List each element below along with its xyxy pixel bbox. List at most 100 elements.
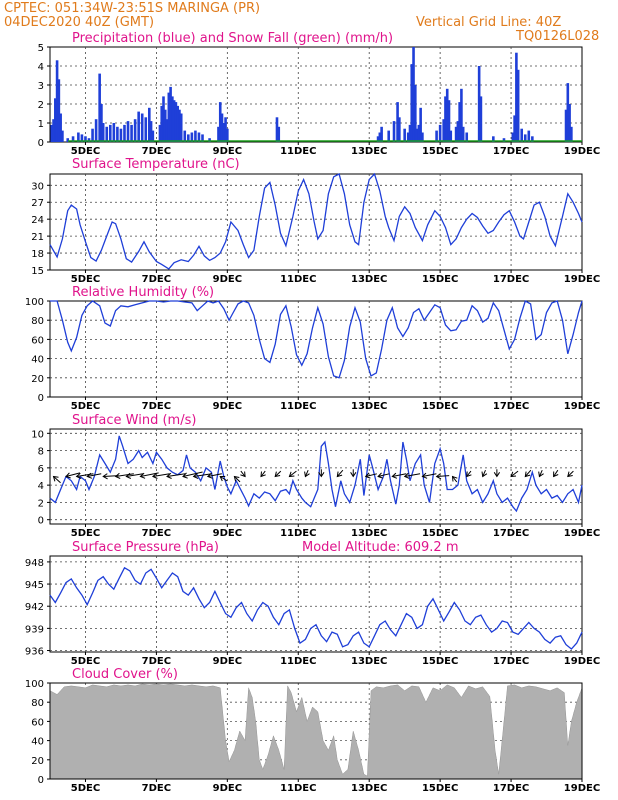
precip-y-tick-label: 2	[38, 100, 44, 111]
wind-vector-head	[403, 472, 410, 479]
wind-vector-head	[65, 472, 71, 479]
humidity-x-tick-label: 19DEC	[564, 401, 600, 412]
precip-bar	[564, 109, 568, 142]
precip-bar	[477, 66, 481, 142]
temperature-frame	[49, 173, 583, 271]
precip-bar	[570, 126, 573, 142]
precip-bar	[171, 96, 174, 142]
precip-y-tick-label: 5	[38, 43, 44, 54]
humidity-panel-title: Relative Humidity (%)	[72, 285, 214, 300]
precip-bar	[98, 73, 101, 142]
temperature-series-line	[49, 172, 583, 270]
pressure-y-tick-label: 948	[25, 558, 44, 569]
precip-bar	[444, 96, 447, 142]
wind-vector-head	[125, 472, 132, 479]
pressure-x-tick-label: 17DEC	[493, 656, 529, 667]
pressure-x-tick-label: 7DEC	[142, 656, 171, 667]
precip-bar	[392, 121, 396, 142]
precip-bar	[52, 119, 55, 142]
precip-bar	[277, 126, 281, 142]
precip-bar	[105, 126, 109, 142]
precip-bar	[398, 117, 401, 142]
precip-bar	[84, 136, 87, 142]
precip-bar	[54, 98, 57, 142]
wind-x-tick-label: 15DEC	[422, 528, 458, 539]
wind-vector-head	[182, 472, 188, 479]
wind-vector-shaft	[304, 469, 309, 477]
precip-bar	[461, 126, 465, 142]
cloud-cover-area	[49, 683, 583, 780]
precip-x-tick-label: 13DEC	[351, 146, 387, 157]
precip-bar	[515, 52, 518, 143]
cloud-x-tick-label: 19DEC	[564, 783, 600, 794]
wind-vector-shaft	[234, 476, 241, 483]
precip-bar	[179, 113, 183, 142]
precip-bar	[421, 132, 424, 142]
precip-bar	[516, 69, 520, 142]
precip-bar	[108, 124, 112, 142]
precip-bar	[190, 132, 194, 142]
header-model-code: TQ0126L028	[515, 29, 599, 44]
wind-vector-head	[52, 475, 59, 482]
wind-y-tick-label: 0	[38, 516, 44, 527]
precip-bar	[137, 111, 140, 142]
wind-vector-shaft	[538, 469, 543, 477]
precip-bar	[169, 86, 172, 142]
temperature-y-tick-label: 30	[31, 181, 44, 192]
precip-bar	[119, 128, 123, 142]
precip-bar	[123, 124, 126, 142]
wind-x-tick-label: 7DEC	[142, 528, 171, 539]
precip-bar	[224, 117, 227, 142]
wind-vector-shaft	[182, 471, 203, 477]
precip-x-tick-label: 17DEC	[493, 146, 529, 157]
precip-bar	[77, 132, 80, 142]
wind-vector-head	[151, 472, 158, 479]
precip-bar	[406, 132, 410, 142]
wind-x-tick-label: 17DEC	[493, 528, 529, 539]
wind-vector-head	[493, 472, 501, 478]
temperature-y-tick-label: 21	[31, 232, 44, 243]
precip-bar	[527, 130, 531, 142]
precip-bar	[220, 113, 224, 142]
wind-vector-shaft	[193, 473, 212, 477]
precip-bar	[502, 138, 506, 142]
wind-vector-head	[139, 472, 146, 479]
humidity-y-tick-label: 100	[25, 297, 44, 308]
precip-bar	[378, 132, 382, 142]
pressure-series-line	[49, 566, 583, 650]
precip-bar	[438, 124, 442, 142]
precip-bar	[71, 136, 75, 142]
precip-bar	[523, 134, 527, 142]
temperature-x-tick-label: 9DEC	[213, 274, 242, 285]
wind-vector-shaft	[377, 473, 390, 477]
temperature-x-tick-label: 7DEC	[142, 274, 171, 285]
humidity-x-tick-label: 15DEC	[422, 401, 458, 412]
cloud-y-tick-label: 0	[38, 775, 44, 786]
wind-x-tick-label: 5DEC	[71, 528, 100, 539]
wind-vector-head	[538, 471, 544, 478]
precip-bar	[178, 109, 181, 142]
wind-vector-head	[567, 471, 573, 478]
precip-bar	[442, 119, 445, 142]
precip-bar	[403, 128, 406, 142]
precip-bar	[566, 83, 570, 142]
wind-vector-head	[364, 472, 371, 479]
precip-bar	[165, 119, 169, 142]
precip-bar	[435, 130, 438, 142]
precip-x-tick-label: 9DEC	[213, 146, 242, 157]
wind-frame	[49, 428, 583, 525]
wind-x-tick-label: 19DEC	[564, 528, 600, 539]
precip-bar	[380, 126, 383, 142]
precip-bar	[148, 107, 151, 142]
precip-bar	[133, 119, 137, 142]
precip-bar	[160, 105, 164, 142]
precip-bar	[396, 102, 399, 142]
cloud-y-tick-label: 40	[31, 737, 44, 748]
humidity-x-tick-label: 5DEC	[71, 401, 100, 412]
precip-bar	[460, 88, 463, 142]
precip-bar	[57, 79, 61, 142]
wind-vector-head	[288, 471, 295, 478]
precip-frame	[49, 46, 583, 143]
wind-vector-shaft	[289, 470, 297, 477]
